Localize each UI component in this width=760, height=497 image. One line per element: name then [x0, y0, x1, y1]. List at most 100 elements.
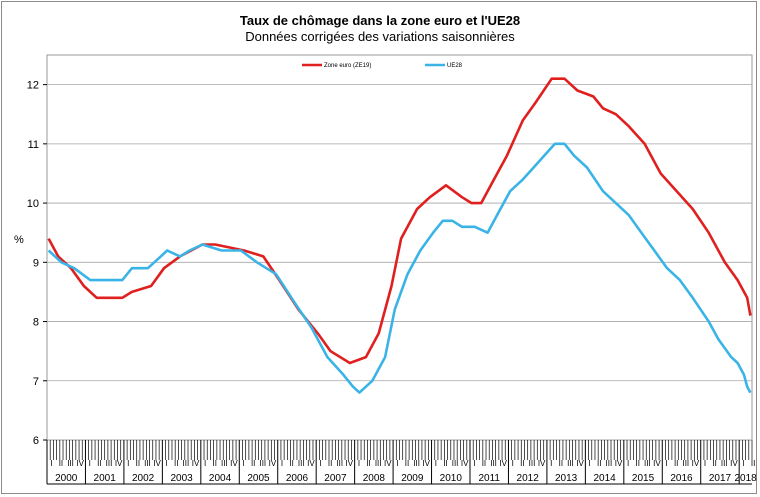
chart-subtitle: Données corrigées des variations saisonn…: [245, 29, 515, 44]
quarter-label: III: [106, 459, 113, 468]
quarter-label: III: [606, 459, 613, 468]
quarter-label: I: [473, 459, 475, 468]
quarter-label: I: [512, 459, 514, 468]
quarter-label: I: [627, 459, 629, 468]
y-tick-label: 12: [27, 80, 39, 92]
quarter-label: IV: [307, 459, 315, 468]
year-label: 2001: [94, 473, 117, 484]
y-axis-label: %: [14, 234, 24, 246]
year-label: 2010: [440, 473, 463, 484]
quarter-label: I: [166, 459, 168, 468]
quarter-label: III: [721, 459, 728, 468]
grid-lines: [46, 54, 753, 441]
year-label: 2008: [363, 473, 386, 484]
quarter-label: IV: [422, 459, 430, 468]
quarter-label: IV: [153, 459, 161, 468]
year-label: 2007: [324, 473, 347, 484]
y-tick-label: 9: [33, 257, 39, 269]
year-label: 2013: [555, 473, 578, 484]
quarter-label: I: [550, 459, 552, 468]
quarter-label: IV: [384, 459, 392, 468]
series-line-ue28: [47, 142, 752, 394]
quarter-label: III: [298, 459, 305, 468]
quarter-label: II: [520, 459, 524, 468]
quarter-label: IV: [653, 459, 661, 468]
quarter-label: II: [443, 459, 447, 468]
y-tick-label: 11: [28, 139, 39, 151]
year-label: 2015: [632, 473, 655, 484]
quarter-label: III: [529, 459, 536, 468]
quarter-label: III: [490, 459, 497, 468]
year-label: 2002: [132, 473, 155, 484]
quarter-label: III: [221, 459, 228, 468]
quarter-label: II: [366, 459, 370, 468]
quarter-label: III: [682, 459, 689, 468]
quarter-label: I: [204, 459, 206, 468]
quarter-label: IV: [76, 459, 84, 468]
quarter-label: I: [50, 459, 52, 468]
quarter-label: II: [636, 459, 640, 468]
year-label: 2016: [670, 473, 693, 484]
series-lines: [47, 77, 752, 394]
quarter-label: IV: [192, 459, 200, 468]
quarter-label: IV: [461, 459, 469, 468]
y-tick-label: 6: [33, 435, 39, 447]
quarter-label: I: [435, 459, 437, 468]
quarter-label: IV: [576, 459, 584, 468]
quarter-label: II: [559, 459, 563, 468]
year-label: 2004: [209, 473, 232, 484]
year-label: 2011: [478, 473, 500, 484]
quarter-label: II: [674, 459, 678, 468]
legend-label: Zone euro (ZE19): [324, 63, 371, 69]
year-label: 2012: [517, 473, 540, 484]
quarter-label: I: [242, 459, 244, 468]
year-label: 2009: [401, 473, 424, 484]
quarter-label: II: [289, 459, 293, 468]
y-axis-ticks: 6 7 8 9 10 11 12: [27, 80, 47, 447]
quarter-label: III: [183, 459, 190, 468]
quarter-label: III: [375, 459, 382, 468]
x-axis: I II III IV I II III IV I II III IV I II III IV I II III IV…: [46, 440, 757, 485]
quarter-label: III: [452, 459, 459, 468]
quarter-label: III: [336, 459, 343, 468]
quarter-label: IV: [499, 459, 507, 468]
chart-title: Taux de chômage dans la zone euro et l'U…: [239, 13, 521, 28]
quarter-label: II: [712, 459, 716, 468]
y-tick-label: 8: [33, 317, 39, 329]
year-label: 2017: [709, 473, 732, 484]
y-tick-label: 7: [33, 376, 39, 388]
quarter-label: II: [213, 459, 217, 468]
quarter-label: I: [319, 459, 321, 468]
quarter-label: IV: [269, 459, 277, 468]
legend-label: UE28: [447, 63, 463, 69]
quarter-label: II: [174, 459, 178, 468]
quarter-label: III: [259, 459, 266, 468]
quarter-label: III: [413, 459, 420, 468]
quarter-label: II: [597, 459, 601, 468]
quarter-label: II: [136, 459, 140, 468]
quarter-label: I: [742, 459, 744, 468]
year-label: 2018: [734, 473, 757, 484]
quarter-label: III: [67, 459, 74, 468]
quarter-label: III: [644, 459, 651, 468]
quarter-label: I: [127, 459, 129, 468]
legend: Zone euro (ZE19) UE28: [302, 63, 463, 69]
year-label: 2006: [286, 473, 309, 484]
quarter-label: I: [89, 459, 91, 468]
quarter-label: II: [751, 459, 755, 468]
y-tick-label: 10: [27, 198, 39, 210]
quarter-label: II: [251, 459, 255, 468]
quarter-label: IV: [115, 459, 123, 468]
quarter-label: III: [144, 459, 151, 468]
quarter-label: I: [704, 459, 706, 468]
quarter-label: IV: [230, 459, 238, 468]
quarter-label: III: [567, 459, 574, 468]
quarter-label: II: [328, 459, 332, 468]
series-line-ze19: [47, 77, 752, 365]
quarter-label: IV: [730, 459, 738, 468]
quarter-label: I: [665, 459, 667, 468]
quarter-label: I: [589, 459, 591, 468]
quarter-label: II: [97, 459, 101, 468]
